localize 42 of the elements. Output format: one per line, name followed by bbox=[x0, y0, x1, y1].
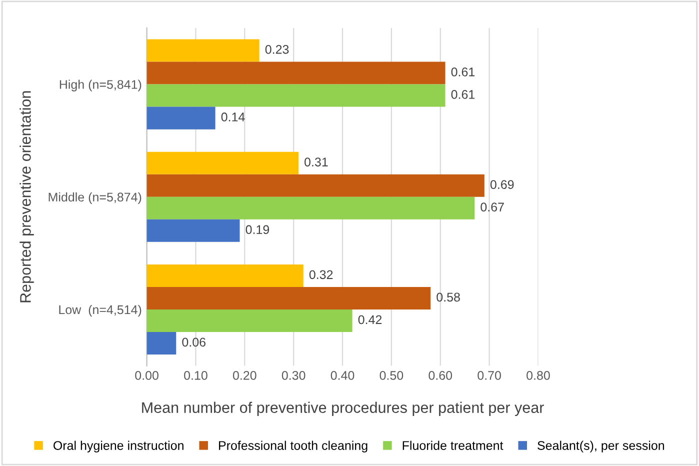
data-label: 0.19 bbox=[246, 225, 270, 234]
x-tick-label: 0.10 bbox=[184, 371, 208, 380]
data-label: 0.58 bbox=[436, 292, 460, 302]
data-label: 0.67 bbox=[480, 202, 504, 212]
legend-label: Professional tooth cleaning bbox=[219, 440, 368, 452]
y-tick-label: High (n=5,841) bbox=[60, 80, 142, 92]
legend-label: Sealant(s), per session bbox=[538, 440, 664, 452]
x-tick-label: 0.20 bbox=[232, 371, 256, 380]
x-tick-label: 0.40 bbox=[330, 371, 354, 380]
x-tick-label: 0.30 bbox=[282, 371, 306, 380]
data-label: 0.61 bbox=[451, 68, 475, 76]
data-label: 0.31 bbox=[304, 158, 328, 166]
data-label: 0.06 bbox=[182, 338, 206, 347]
y-axis-title: Reported preventive orientation bbox=[20, 91, 34, 302]
y-tick-label: Middle (n=5,874) bbox=[48, 192, 142, 204]
x-tick-label: 0.70 bbox=[478, 371, 501, 380]
x-tick-label: 0.00 bbox=[135, 371, 158, 380]
bar bbox=[146, 106, 216, 130]
bar bbox=[146, 219, 240, 242]
bar bbox=[146, 196, 475, 220]
x-tick-label: 0.60 bbox=[428, 371, 452, 380]
bar bbox=[146, 152, 298, 174]
data-label: 0.14 bbox=[221, 112, 245, 122]
data-label: 0.61 bbox=[451, 90, 475, 99]
data-label: 0.42 bbox=[358, 315, 382, 324]
x-tick-label: 0.80 bbox=[526, 371, 550, 380]
data-label: 0.69 bbox=[490, 180, 514, 189]
legend-label: Fluoride treatment bbox=[402, 440, 504, 450]
bar bbox=[146, 174, 484, 197]
bar bbox=[146, 264, 304, 287]
data-label: 0.23 bbox=[265, 44, 289, 54]
bar bbox=[146, 39, 260, 62]
bar bbox=[146, 286, 431, 310]
bar bbox=[146, 332, 176, 355]
bar bbox=[146, 310, 352, 332]
legend-label: Oral hygiene instruction bbox=[54, 440, 184, 452]
x-tick-label: 0.50 bbox=[380, 371, 404, 380]
bar bbox=[146, 84, 446, 107]
bar bbox=[146, 62, 446, 84]
data-label: 0.32 bbox=[309, 270, 333, 280]
x-axis-title: Mean number of preventive procedures per patient per year bbox=[142, 402, 544, 416]
y-tick-label: Low (n=4,514) bbox=[59, 304, 142, 317]
